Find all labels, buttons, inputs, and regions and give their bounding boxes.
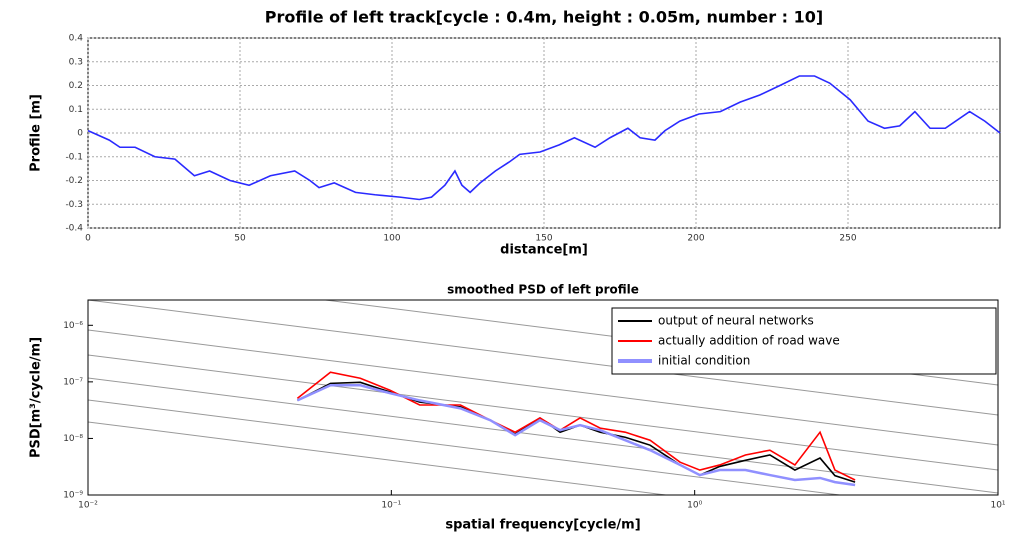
legend-label: initial condition xyxy=(658,354,750,368)
x-tick-label: 10⁻² xyxy=(78,501,98,511)
y-tick-label: -0.4 xyxy=(65,224,83,234)
y-tick-label: 0.4 xyxy=(69,34,84,44)
y-axis-label: PSD[m³/cycle/m] xyxy=(29,337,44,458)
psd-line xyxy=(296,371,856,481)
y-tick-label: 10⁻⁶ xyxy=(63,321,83,331)
y-tick-label: 0.1 xyxy=(69,105,83,115)
x-tick-label: 150 xyxy=(535,234,552,244)
legend-box xyxy=(611,307,997,375)
y-tick-label: -0.3 xyxy=(65,200,83,210)
x-tick-label: 10¹ xyxy=(990,501,1005,511)
psd-line xyxy=(296,381,856,483)
y-tick-label: -0.2 xyxy=(65,176,83,186)
x-tick-label: 250 xyxy=(839,234,856,244)
x-tick-label: 10⁻¹ xyxy=(381,501,401,511)
x-axis-label: distance[m] xyxy=(500,243,588,258)
x-tick-label: 100 xyxy=(383,234,400,244)
legend-label: actually addition of road wave xyxy=(658,334,840,348)
y-tick-label: 0 xyxy=(77,129,83,139)
x-tick-label: 10⁰ xyxy=(687,501,702,511)
x-tick-label: 50 xyxy=(234,234,246,244)
y-tick-label: 0.2 xyxy=(69,81,83,91)
psd-line xyxy=(296,384,856,487)
y-tick-label: 10⁻⁹ xyxy=(63,491,83,501)
x-tick-label: 200 xyxy=(687,234,704,244)
profile-line xyxy=(87,75,1001,201)
y-tick-label: 10⁻⁸ xyxy=(63,434,83,444)
y-tick-label: -0.1 xyxy=(65,152,83,162)
y-axis-label: Profile [m] xyxy=(29,94,44,172)
y-tick-label: 10⁻⁷ xyxy=(63,377,83,387)
legend-label: output of neural networks xyxy=(658,314,814,328)
x-tick-label: 0 xyxy=(85,234,91,244)
y-tick-label: 0.3 xyxy=(69,57,83,67)
chart-title: smoothed PSD of left profile xyxy=(447,283,639,297)
x-axis-label: spatial frequency[cycle/m] xyxy=(445,518,640,533)
chart-title: Profile of left track[cycle : 0.4m, heig… xyxy=(265,8,823,27)
plot-area xyxy=(87,299,999,496)
reference-lines xyxy=(88,300,998,495)
